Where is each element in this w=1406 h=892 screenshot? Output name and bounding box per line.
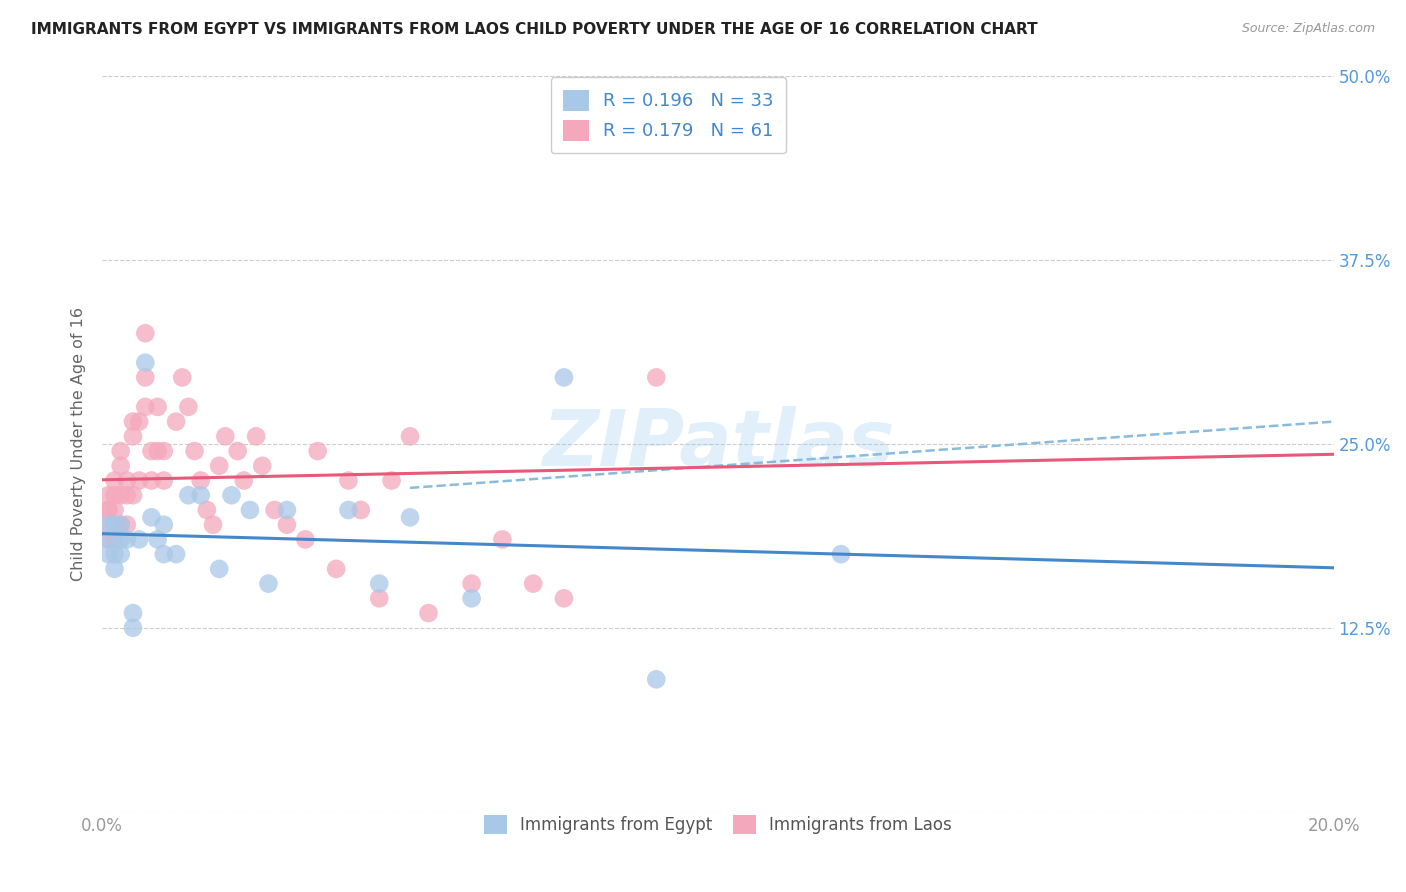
Point [134,356,156,370]
Point [97,517,120,532]
Point [122,621,145,635]
Point [252,458,274,473]
Point [707,135,730,149]
Point [146,400,169,414]
Point [399,429,422,443]
Point [141,444,163,458]
Point [97,533,120,547]
Point [190,488,212,502]
Point [97,517,120,532]
Point [232,474,254,488]
Point [110,533,132,547]
Point [368,591,391,606]
Point [97,503,120,517]
Point [460,576,482,591]
Point [208,562,231,576]
Point [103,547,125,561]
Point [325,562,347,576]
Point [115,488,138,502]
Point [553,591,575,606]
Point [195,503,218,517]
Point [257,576,280,591]
Point [128,533,150,547]
Point [645,673,668,687]
Point [141,474,163,488]
Legend: Immigrants from Egypt, Immigrants from Laos: Immigrants from Egypt, Immigrants from L… [474,805,962,844]
Point [399,510,422,524]
Point [134,370,156,384]
Point [380,474,402,488]
Point [141,510,163,524]
Point [208,458,231,473]
Point [221,488,243,502]
Point [97,488,120,502]
Point [294,533,316,547]
Point [553,370,575,384]
Point [830,547,852,561]
Point [110,517,132,532]
Text: Source: ZipAtlas.com: Source: ZipAtlas.com [1241,22,1375,36]
Point [226,444,249,458]
Point [165,547,187,561]
Point [645,370,668,384]
Point [307,444,329,458]
Point [122,415,145,429]
Point [276,503,298,517]
Y-axis label: Child Poverty Under the Age of 16: Child Poverty Under the Age of 16 [72,307,86,581]
Point [152,474,174,488]
Point [172,370,194,384]
Point [165,415,187,429]
Point [491,533,513,547]
Point [263,503,285,517]
Point [97,547,120,561]
Point [214,429,236,443]
Point [146,533,169,547]
Point [122,488,145,502]
Point [177,488,200,502]
Point [110,488,132,502]
Point [418,606,440,620]
Point [202,517,225,532]
Point [368,576,391,591]
Point [152,517,174,532]
Point [122,606,145,620]
Point [115,533,138,547]
Point [239,503,262,517]
Point [110,444,132,458]
Point [103,488,125,502]
Point [152,547,174,561]
Point [103,533,125,547]
Point [97,503,120,517]
Point [103,562,125,576]
Point [103,474,125,488]
Point [110,517,132,532]
Point [245,429,267,443]
Point [337,503,360,517]
Point [337,474,360,488]
Point [276,517,298,532]
Point [103,503,125,517]
Point [350,503,373,517]
Point [110,458,132,473]
Text: IMMIGRANTS FROM EGYPT VS IMMIGRANTS FROM LAOS CHILD POVERTY UNDER THE AGE OF 16 : IMMIGRANTS FROM EGYPT VS IMMIGRANTS FROM… [31,22,1038,37]
Point [128,415,150,429]
Point [177,400,200,414]
Point [183,444,205,458]
Point [134,326,156,341]
Point [522,576,544,591]
Point [152,444,174,458]
Point [190,474,212,488]
Point [115,474,138,488]
Point [110,547,132,561]
Point [115,517,138,532]
Point [122,429,145,443]
Text: ZIPatlas: ZIPatlas [541,406,894,482]
Point [134,400,156,414]
Point [146,444,169,458]
Point [460,591,482,606]
Point [103,517,125,532]
Point [97,533,120,547]
Point [128,474,150,488]
Point [103,517,125,532]
